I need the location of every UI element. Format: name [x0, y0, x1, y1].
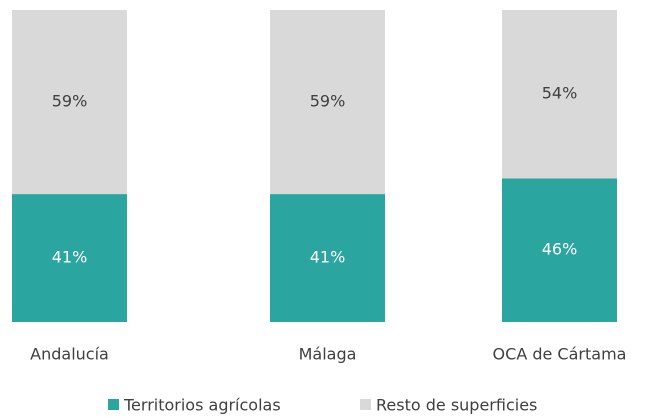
legend-label: Resto de superficies — [376, 396, 537, 415]
legend-label: Territorios agrícolas — [123, 396, 281, 415]
value-label: 46% — [542, 240, 578, 259]
x-tick-label: Málaga — [299, 345, 357, 364]
legend-swatch — [360, 399, 371, 410]
x-tick-label: Andalucía — [30, 345, 109, 364]
bar-segment — [502, 178, 617, 322]
value-label: 59% — [52, 92, 88, 111]
bar-segment — [270, 194, 385, 322]
legend-swatch — [108, 399, 119, 410]
value-label: 41% — [52, 248, 88, 267]
value-label: 59% — [310, 92, 346, 111]
bar-segment — [270, 10, 385, 195]
x-tick-label: OCA de Cártama — [493, 345, 627, 364]
bar-segment — [12, 10, 127, 195]
bar-segment — [12, 194, 127, 322]
value-label: 54% — [542, 84, 578, 103]
value-label: 41% — [310, 248, 346, 267]
bar-segment — [502, 10, 617, 179]
